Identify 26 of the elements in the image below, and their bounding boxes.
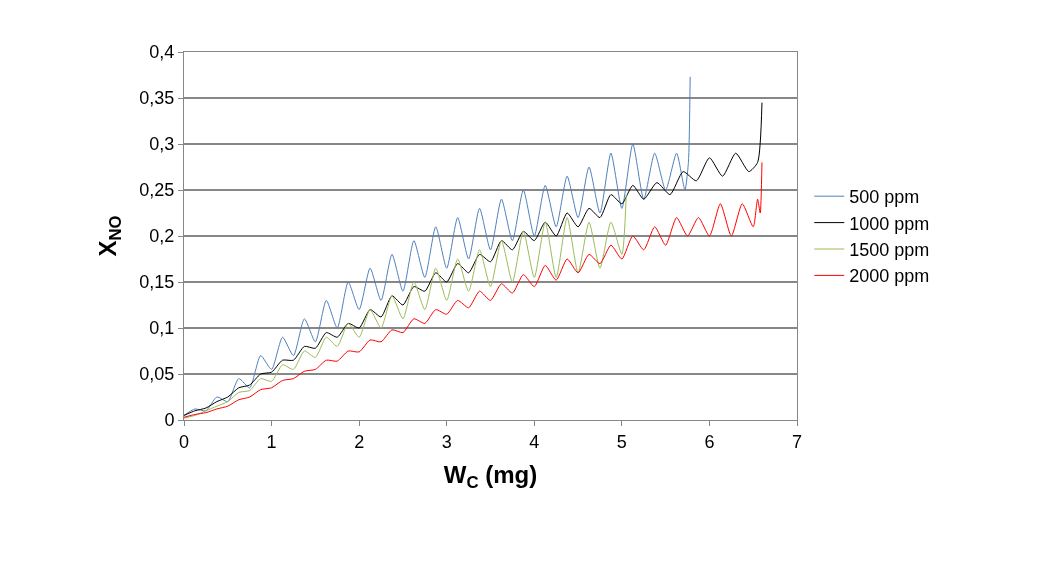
y-tick-label: 0,25 — [139, 180, 175, 201]
legend-label: 2000 ppm — [849, 266, 930, 287]
y-tick-label: 0,05 — [139, 364, 175, 385]
line-series — [184, 76, 691, 416]
y-tick-label: 0,15 — [139, 272, 175, 293]
x-tick-label: 1 — [266, 431, 277, 452]
x-tick-label: 7 — [791, 431, 803, 452]
x-tick-label: 4 — [529, 431, 540, 452]
legend-label: 1500 ppm — [849, 240, 930, 261]
x-tick-label: 2 — [354, 431, 365, 452]
line-series — [184, 194, 627, 419]
line-series — [184, 161, 763, 418]
legend-label: 1000 ppm — [849, 213, 930, 234]
y-tick-label: 0,2 — [149, 226, 175, 247]
x-tick-label: 3 — [441, 431, 452, 452]
y-tick-label: 0,35 — [139, 88, 175, 109]
x-axis-title: W$_{C}$ (mg) — [443, 460, 538, 492]
x-tick-label: 0 — [178, 431, 190, 452]
x-tick-label: 5 — [616, 431, 627, 452]
y-tick-label: 0,1 — [149, 318, 175, 339]
y-tick-label: 0,4 — [149, 42, 175, 63]
y-tick-label: 0 — [164, 410, 175, 431]
line-series — [184, 102, 763, 416]
y-tick-label: 0,3 — [149, 134, 175, 155]
x-tick-label: 6 — [704, 431, 715, 452]
legend-label: 500 ppm — [849, 187, 920, 208]
